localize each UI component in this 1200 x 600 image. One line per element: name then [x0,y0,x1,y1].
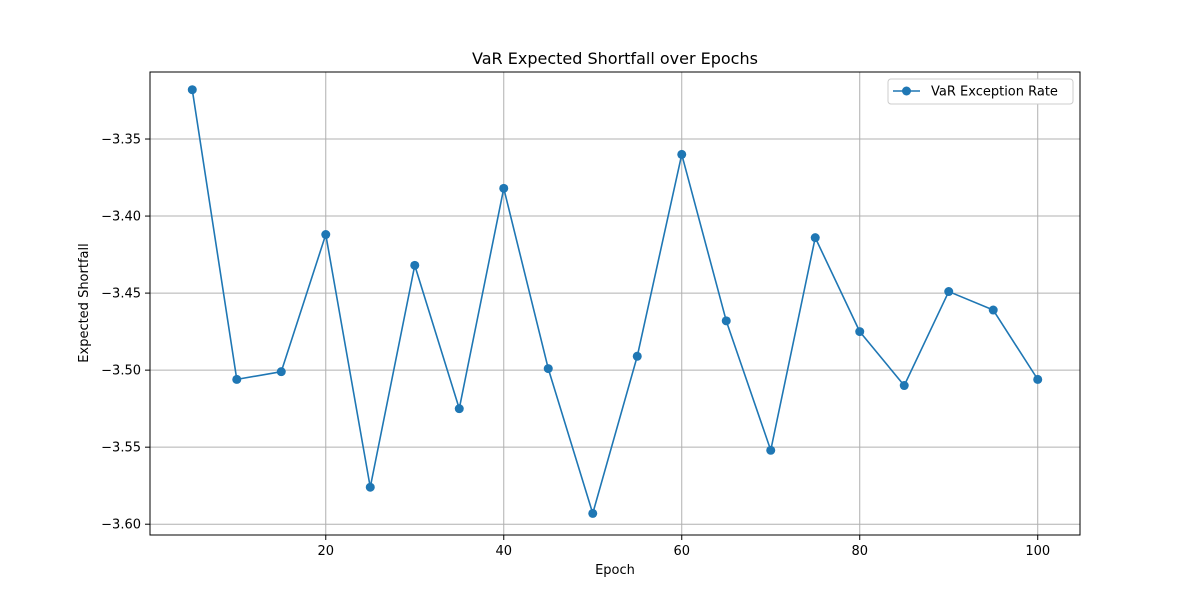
data-point [543,364,553,374]
y-tick-label: −3.40 [101,210,141,225]
x-tick-label: 100 [1025,544,1050,559]
data-point [988,305,998,315]
y-tick-label: −3.50 [101,364,141,379]
x-tick-label: 60 [673,544,690,559]
y-tick-label: −3.45 [101,287,141,302]
data-point [499,183,509,193]
legend-marker-swatch [902,86,911,96]
data-point [232,374,242,384]
x-tick-label: 80 [851,544,868,559]
legend: VaR Exception Rate [887,78,1074,105]
y-tick-label: −3.35 [101,133,141,148]
legend-label: VaR Exception Rate [931,85,1058,100]
x-tick-label: 40 [495,544,512,559]
x-axis-label: Epoch [595,563,635,578]
data-point [810,233,820,243]
data-point [855,327,865,337]
grid [150,72,1080,535]
data-point [187,85,197,95]
data-point [677,149,687,159]
data-point [410,260,420,270]
x-tick-label: 20 [317,544,334,559]
series-line [191,89,1039,515]
legend-box [887,78,1074,105]
data-point [588,508,598,518]
data-point [721,316,731,326]
y-tick-label: −3.60 [101,518,141,533]
data-point [632,351,642,361]
data-point [365,482,375,492]
data-point [899,381,909,391]
y-tick-label: −3.55 [101,441,141,456]
series-layer [187,85,1043,518]
plot-frame [149,71,1081,536]
y-axis-label: Expected Shortfall [77,243,92,362]
data-point [766,445,776,455]
data-point [276,367,286,377]
ticks: 20 40 60 80 100 −3.60 −3.55 −3.50 −3.45 −3.40 −3.3… [101,133,1050,559]
data-point [944,287,954,297]
data-point [454,404,464,414]
data-point [1033,374,1043,384]
data-point [321,230,331,240]
chart-title: VaR Expected Shortfall over Epochs [472,49,758,68]
